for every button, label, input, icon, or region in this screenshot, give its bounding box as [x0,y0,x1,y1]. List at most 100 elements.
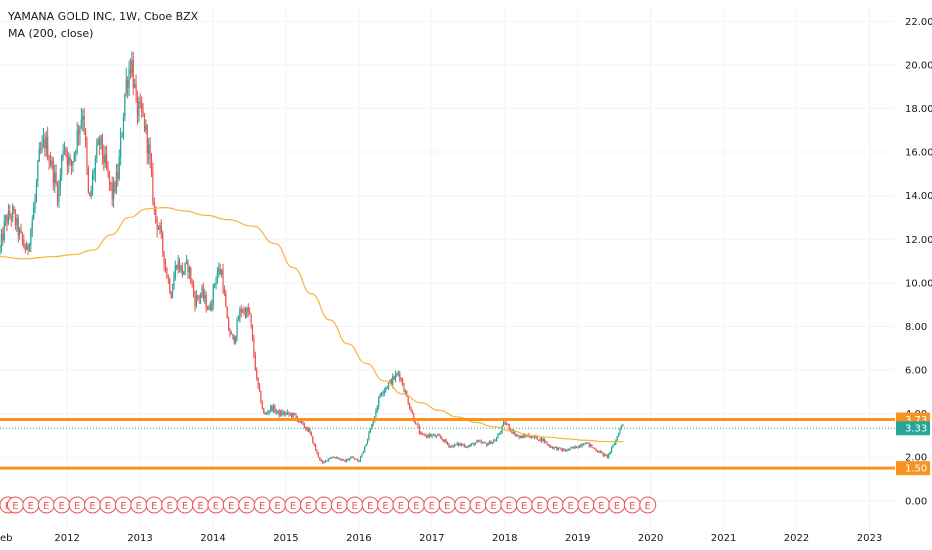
candle-body [13,207,15,213]
symbol-title: YAMANA GOLD INC, 1W, Cboe BZX [8,10,199,23]
candle-body [226,307,228,319]
level-price-tag [896,461,930,476]
candle-body [20,229,22,233]
candle-body [218,269,220,273]
candle-body [188,267,190,273]
candle-body [387,382,390,388]
candle-body [532,435,534,438]
candle-body [135,84,137,93]
candle-body [518,435,520,438]
candle-body [42,139,45,143]
candle-body [270,405,272,411]
candle-body [602,452,604,456]
candle-body [554,446,557,448]
y-tick-label: 18.00 [905,104,932,115]
candle-body [38,148,40,162]
candle-body [340,458,342,461]
candle-body [390,380,392,385]
candle-body [223,290,226,294]
candle-body [376,406,378,412]
candle-body [190,267,192,282]
candle-body [533,435,536,438]
candle-body [295,414,297,417]
candle-body [27,244,29,250]
earnings-marker-label: E [28,501,34,512]
candle-body [239,309,241,321]
candle-body [197,295,199,298]
candle-body [98,140,101,145]
candle-body [514,430,516,436]
time-axis[interactable]: eb 2012 2013 2014 2015 2016 2017 2018 2019 2020 20… [0,533,882,544]
candle-body [24,246,26,251]
candle-body [28,245,31,250]
horizontal-levels [0,418,895,470]
candle-body [312,435,314,444]
candle-body [58,186,60,202]
candle-body [33,208,35,220]
earnings-marker-label: E [583,501,589,512]
candle-body [285,413,287,415]
candle-body [361,453,363,457]
candle-body [413,413,415,421]
earnings-marker[interactable] [639,496,657,514]
candle-body [599,451,601,453]
candle-body [279,411,282,416]
candle-body [134,84,136,88]
earnings-marker-label: E [197,501,203,512]
candle-body [418,426,421,434]
candle-body [80,119,82,127]
earnings-marker-label: E [506,501,512,512]
candle-body [403,385,405,392]
candle-body [459,443,461,446]
candle-body [159,225,161,230]
earnings-marker-label: E [59,501,65,512]
candle-body [382,392,384,394]
candle-body [76,130,78,152]
candle-body [89,192,91,196]
candle-body [427,435,429,437]
earnings-marker-label: E [537,501,543,512]
candle-body [93,172,95,176]
candle-body [330,457,332,459]
candle-body [305,427,307,429]
candle-body [320,459,322,462]
candle-body [84,131,87,142]
candle-body [334,457,336,459]
candle-body [149,144,151,160]
candle-body [570,447,572,450]
candle-body [310,432,313,436]
candle-body [453,444,456,448]
candle-body [194,294,196,307]
candle-body [51,160,53,165]
candle-body [521,436,523,439]
candle-body [97,140,99,146]
candle-body [344,460,346,463]
candle-body [580,445,582,447]
candle-body [417,423,419,427]
candle-body [228,318,230,331]
candle-body [254,355,256,370]
candle-body [160,225,162,233]
candle-body [498,433,500,435]
candle-body [315,444,317,451]
candle-body [406,391,408,397]
candle-body [324,460,327,462]
earnings-marker-label: E [367,501,373,512]
candle-body [104,154,106,163]
price-axis[interactable]: 0.002.004.006.008.0010.0012.0014.0016.00… [896,17,932,508]
candle-body [94,158,96,173]
candle-body [474,442,477,445]
candle-body [211,304,213,310]
candle-body [578,445,580,448]
candle-body [251,325,254,339]
earnings-marker-label: E [552,501,558,512]
candle-body [111,184,113,200]
earnings-marker-label: E [151,501,157,512]
candle-body [26,244,28,251]
candle-body [184,262,186,272]
earnings-marker-label: E [274,501,280,512]
candle-body [386,387,388,389]
candle-body [300,420,303,423]
candle-body [264,413,266,415]
